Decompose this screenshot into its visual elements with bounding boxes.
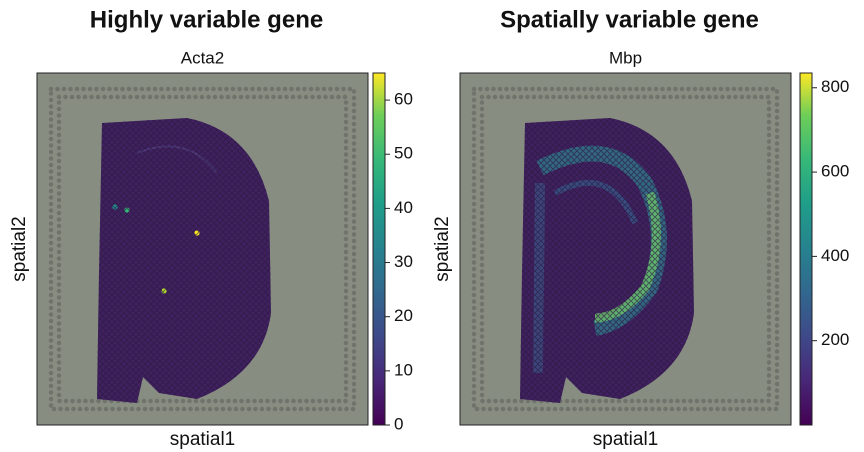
- colorbar-tick-label: 400: [821, 246, 849, 265]
- y-axis-label: spatial2: [432, 216, 453, 282]
- colorbar-tick-label: 20: [394, 306, 413, 325]
- spot-grid: [97, 118, 271, 403]
- panel-title: Highly variable gene: [90, 6, 323, 33]
- colorbar-tick-label: 60: [394, 90, 413, 109]
- panel-title: Spatially variable gene: [500, 6, 759, 33]
- panel-subtitle: Mbp: [609, 48, 642, 67]
- colorbar-tick-label: 30: [394, 252, 413, 271]
- x-axis-label: spatial1: [170, 429, 236, 450]
- panel-subtitle: Acta2: [181, 48, 224, 67]
- colorbar-tick-label: 0: [394, 414, 403, 433]
- figure: Highly variable gene Acta2 spatial1 spatial…: [0, 0, 864, 452]
- colorbar-tick-label: 200: [821, 330, 849, 349]
- y-axis-label: spatial2: [9, 216, 30, 282]
- colorbar-tick-label: 600: [821, 162, 849, 181]
- x-axis-label: spatial1: [593, 429, 659, 450]
- colorbar-tick-label: 40: [394, 198, 413, 217]
- colorbar-tick-label: 800: [821, 77, 849, 96]
- colorbar: [800, 73, 812, 425]
- spatial-plot: [37, 73, 368, 425]
- spot-grid: [520, 118, 694, 403]
- spatial-plot: [460, 73, 791, 425]
- colorbar: [373, 73, 385, 425]
- colorbar-tick-label: 10: [394, 360, 413, 379]
- colorbar-tick-label: 50: [394, 144, 413, 163]
